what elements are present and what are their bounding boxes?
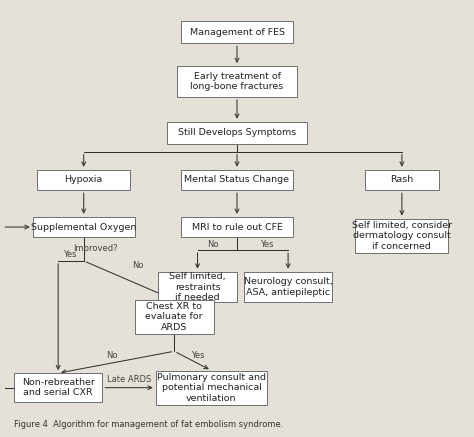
FancyBboxPatch shape [155, 371, 267, 405]
Text: Hypoxia: Hypoxia [64, 176, 103, 184]
Text: No: No [133, 261, 144, 270]
Text: Supplemental Oxygen: Supplemental Oxygen [31, 222, 137, 232]
Text: Non-rebreather
and serial CXR: Non-rebreather and serial CXR [22, 378, 95, 397]
Text: Improved?: Improved? [73, 243, 118, 253]
Text: Late ARDS: Late ARDS [107, 375, 151, 384]
FancyBboxPatch shape [181, 21, 293, 43]
FancyBboxPatch shape [365, 170, 439, 190]
Text: Early treatment of
long-bone fractures: Early treatment of long-bone fractures [191, 72, 283, 91]
Text: Yes: Yes [260, 240, 274, 249]
Text: MRI to rule out CFE: MRI to rule out CFE [191, 222, 283, 232]
Text: Rash: Rash [390, 176, 413, 184]
Text: Yes: Yes [63, 250, 76, 259]
Text: Mental Status Change: Mental Status Change [184, 176, 290, 184]
Text: Figure 4  Algorithm for management of fat embolism syndrome.: Figure 4 Algorithm for management of fat… [14, 420, 283, 429]
FancyBboxPatch shape [181, 170, 293, 190]
Text: Management of FES: Management of FES [190, 28, 284, 37]
FancyBboxPatch shape [356, 218, 448, 253]
FancyBboxPatch shape [158, 272, 237, 302]
FancyBboxPatch shape [37, 170, 130, 190]
FancyBboxPatch shape [135, 300, 214, 334]
Text: Pulmonary consult and
potential mechanical
ventilation: Pulmonary consult and potential mechanic… [157, 373, 266, 402]
Text: Still Develops Symptoms: Still Develops Symptoms [178, 128, 296, 137]
FancyBboxPatch shape [177, 66, 297, 97]
Text: Self limited,
restraints
if needed: Self limited, restraints if needed [169, 272, 226, 302]
FancyBboxPatch shape [181, 217, 293, 237]
FancyBboxPatch shape [167, 122, 307, 144]
FancyBboxPatch shape [14, 373, 102, 402]
FancyBboxPatch shape [33, 217, 135, 237]
Text: No: No [207, 240, 219, 249]
Text: No: No [106, 351, 118, 360]
Text: Neurology consult,
ASA, antiepileptic: Neurology consult, ASA, antiepileptic [244, 277, 332, 297]
Text: Chest XR to
evaluate for
ARDS: Chest XR to evaluate for ARDS [146, 302, 203, 332]
Text: Self limited, consider
dermatology consult
if concerned: Self limited, consider dermatology consu… [352, 221, 452, 250]
FancyBboxPatch shape [244, 272, 332, 302]
Text: Yes: Yes [191, 351, 204, 360]
